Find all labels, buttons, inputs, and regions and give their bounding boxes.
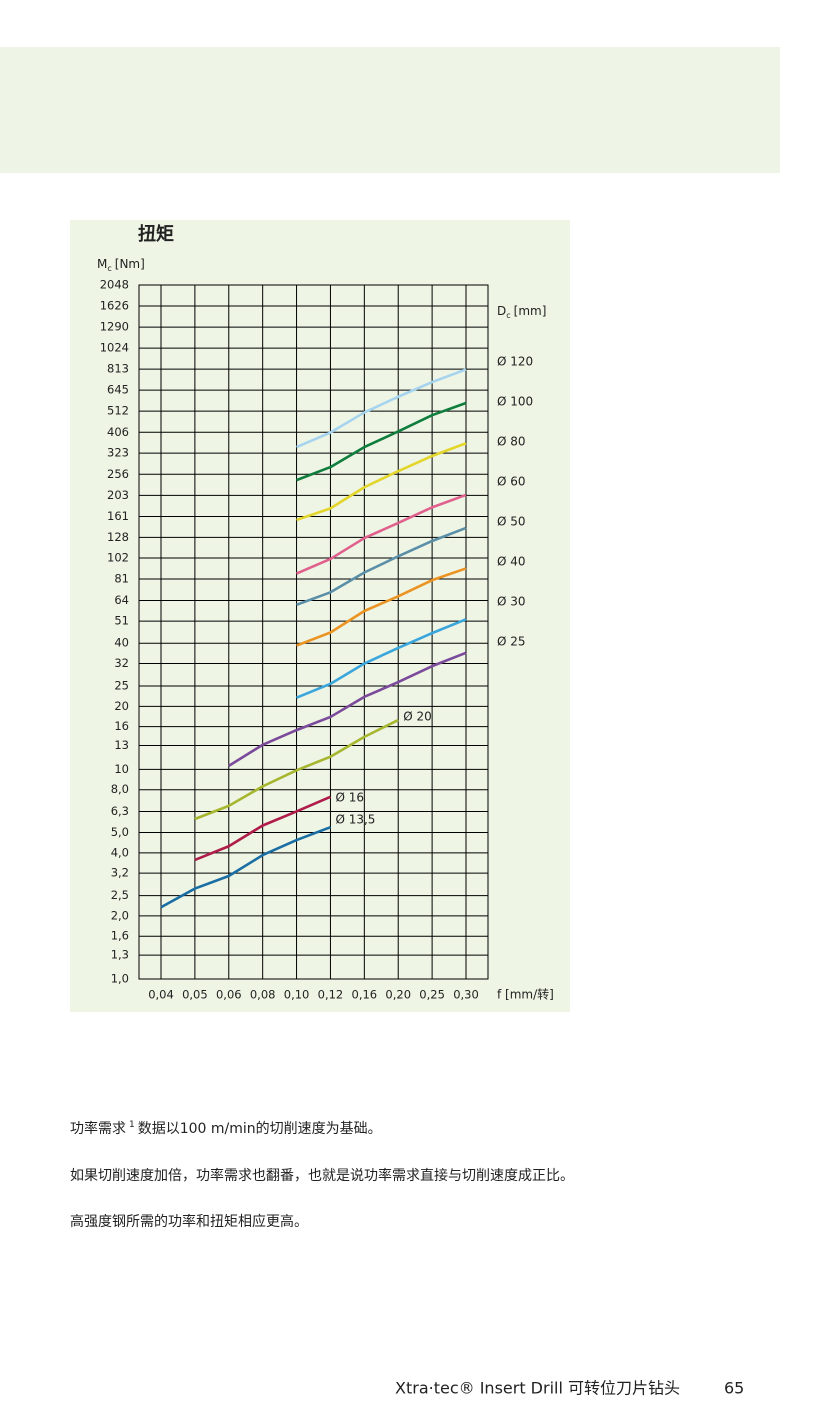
- series-label: Ø 16: [335, 790, 364, 804]
- x-tick-label: 0,04: [148, 988, 174, 1002]
- x-tick-label: 0,12: [318, 988, 344, 1002]
- series-label: Ø 80: [497, 435, 526, 449]
- y-tick-label: 16: [114, 719, 129, 733]
- series-line: [296, 618, 467, 699]
- x-tick-label: 0,30: [453, 988, 479, 1002]
- note: 如果切削速度加倍，功率需求也翻番，也就是说功率需求直接与切削速度成正比。: [70, 1167, 574, 1184]
- series-label-sub: c: [506, 311, 510, 320]
- y-tick-label: 1290: [100, 320, 129, 334]
- series-label: Ø 100: [497, 395, 533, 409]
- note-text: 数据以100 m/min的切削速度为基础。: [138, 1120, 382, 1137]
- y-tick-label: 161: [107, 509, 129, 523]
- series-label: Ø 120: [497, 355, 533, 369]
- series-label: Ø 50: [497, 515, 526, 529]
- series-line: [194, 795, 331, 862]
- x-tick-label: 0,10: [284, 988, 310, 1002]
- y-axis-label: Mc [Nm]: [97, 257, 145, 273]
- y-label-sub: c: [107, 264, 111, 273]
- series-line: [194, 718, 399, 821]
- note: 功率需求 1 数据以100 m/min的切削速度为基础。: [70, 1120, 382, 1138]
- series-line: [296, 442, 467, 522]
- series-label-unit: [mm]: [514, 304, 547, 318]
- y-tick-label: 4,0: [111, 845, 129, 859]
- x-tick-label: 0,25: [419, 988, 445, 1002]
- y-tick-label: 1,6: [111, 929, 129, 943]
- series-line: [296, 493, 467, 575]
- series-label: Ø 60: [497, 475, 526, 489]
- y-tick-label: 128: [107, 530, 129, 544]
- y-tick-label: 2,0: [111, 908, 129, 922]
- y-tick-label: 13: [114, 738, 129, 752]
- x-tick-label: 0,05: [182, 988, 208, 1002]
- y-label-unit: [Nm]: [115, 257, 145, 271]
- chart-panel: [70, 220, 570, 1012]
- x-axis-label: f [mm/转]: [497, 987, 554, 1002]
- y-tick-label: 323: [107, 446, 129, 460]
- page-number: 65: [724, 1379, 744, 1398]
- chart-title: 扭矩: [138, 223, 174, 245]
- y-tick-label: 512: [107, 404, 129, 418]
- y-tick-label: 1,0: [111, 972, 129, 986]
- series-label: Ø 40: [497, 555, 526, 569]
- series-line: [296, 526, 467, 607]
- series-line: [296, 567, 467, 647]
- y-tick-label: 203: [107, 488, 129, 502]
- y-tick-label: 645: [107, 383, 129, 397]
- note-text: 功率需求: [70, 1120, 126, 1137]
- series-label: Ø 25: [497, 635, 526, 649]
- series-label: Ø 20: [403, 710, 432, 724]
- y-tick-label: 8,0: [111, 782, 129, 796]
- footer-title: Xtra·tec® Insert Drill 可转位刀片钻头: [395, 1379, 680, 1398]
- y-tick-label: 1,3: [111, 948, 129, 962]
- header-band: [0, 47, 780, 173]
- y-tick-label: 256: [107, 467, 129, 481]
- y-tick-label: 64: [114, 593, 129, 607]
- y-tick-label: 20: [114, 699, 129, 713]
- y-tick-label: 51: [114, 614, 129, 628]
- y-tick-label: 5,0: [111, 825, 129, 839]
- y-tick-label: 406: [107, 425, 129, 439]
- y-tick-label: 1024: [100, 341, 129, 355]
- series-line: [160, 825, 331, 909]
- y-tick-label: 40: [114, 636, 129, 650]
- y-tick-label: 1626: [100, 299, 129, 313]
- note-sup: 1: [129, 1120, 135, 1130]
- y-label-main: M: [97, 257, 107, 271]
- series-line: [296, 368, 467, 449]
- series-line: [296, 401, 467, 482]
- y-tick-label: 6,3: [111, 804, 129, 818]
- y-tick-label: 32: [114, 656, 129, 670]
- y-tick-label: 81: [114, 572, 129, 586]
- x-tick-label: 0,16: [352, 988, 378, 1002]
- series-label: Ø 30: [497, 595, 526, 609]
- series-line: [228, 651, 467, 767]
- y-tick-label: 3,2: [111, 866, 129, 880]
- series-axis-label: Dc [mm]: [497, 304, 546, 320]
- y-tick-label: 813: [107, 362, 129, 376]
- y-tick-label: 2,5: [111, 888, 129, 902]
- y-tick-label: 2048: [100, 278, 129, 292]
- x-tick-label: 0,06: [216, 988, 242, 1002]
- y-tick-label: 10: [114, 762, 129, 776]
- x-tick-label: 0,20: [385, 988, 411, 1002]
- note: 高强度钢所需的功率和扭矩相应更高。: [70, 1213, 308, 1230]
- series-label: Ø 13,5: [335, 813, 375, 827]
- series-label-main: D: [497, 304, 506, 318]
- x-tick-label: 0,08: [250, 988, 276, 1002]
- y-tick-label: 25: [114, 679, 129, 693]
- y-tick-label: 102: [107, 551, 129, 565]
